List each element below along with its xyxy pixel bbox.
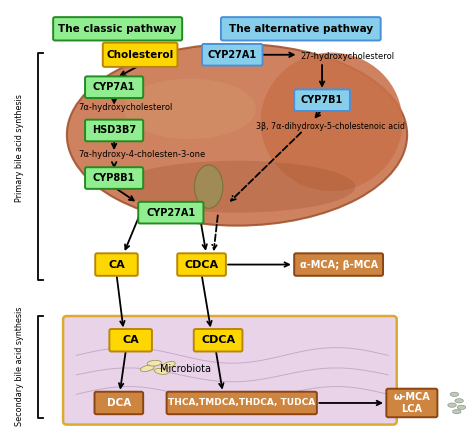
FancyBboxPatch shape (63, 316, 397, 425)
FancyBboxPatch shape (221, 17, 381, 41)
Ellipse shape (261, 52, 402, 191)
FancyBboxPatch shape (166, 392, 317, 414)
Ellipse shape (140, 365, 154, 372)
Text: CA: CA (108, 260, 125, 269)
Text: HSD3B7: HSD3B7 (92, 125, 136, 135)
Ellipse shape (124, 78, 256, 139)
Text: CYP7A1: CYP7A1 (93, 82, 135, 92)
FancyBboxPatch shape (109, 329, 152, 351)
Ellipse shape (155, 368, 168, 374)
Text: CYP27A1: CYP27A1 (208, 50, 257, 60)
Text: 7α-hydroxy-4-cholesten-3-one: 7α-hydroxy-4-cholesten-3-one (79, 150, 206, 159)
Text: The classic pathway: The classic pathway (58, 24, 176, 34)
FancyBboxPatch shape (103, 43, 177, 67)
FancyBboxPatch shape (94, 392, 143, 414)
Text: CYP7B1: CYP7B1 (301, 95, 343, 105)
FancyBboxPatch shape (85, 167, 143, 189)
Text: α-MCA; β-MCA: α-MCA; β-MCA (300, 260, 378, 269)
Text: Primary bile acid synthesis: Primary bile acid synthesis (15, 94, 24, 202)
FancyBboxPatch shape (85, 120, 143, 141)
Text: 7α-hydroxycholesterol: 7α-hydroxycholesterol (79, 104, 173, 112)
FancyBboxPatch shape (177, 253, 226, 276)
Text: CDCA: CDCA (184, 260, 219, 269)
Ellipse shape (147, 360, 161, 366)
FancyBboxPatch shape (138, 202, 203, 224)
Ellipse shape (194, 165, 223, 208)
FancyBboxPatch shape (294, 90, 350, 111)
Text: 27-hydroxycholesterol: 27-hydroxycholesterol (301, 52, 395, 61)
Text: Microbiota: Microbiota (160, 364, 210, 374)
Text: CYP27A1: CYP27A1 (146, 208, 195, 218)
Text: CA: CA (122, 335, 139, 345)
Ellipse shape (457, 405, 466, 409)
FancyBboxPatch shape (95, 253, 138, 276)
Ellipse shape (162, 362, 175, 368)
Ellipse shape (448, 403, 456, 407)
Ellipse shape (67, 44, 407, 226)
FancyBboxPatch shape (85, 76, 143, 98)
FancyBboxPatch shape (386, 389, 438, 417)
Text: Cholesterol: Cholesterol (107, 50, 174, 60)
Text: 3β, 7α-dihydroxy-5-cholestenoic acid: 3β, 7α-dihydroxy-5-cholestenoic acid (256, 122, 405, 131)
Text: The alternative pathway: The alternative pathway (229, 24, 373, 34)
Text: THCA,TMDCA,THDCA, TUDCA: THCA,TMDCA,THDCA, TUDCA (168, 399, 315, 407)
FancyBboxPatch shape (53, 17, 182, 41)
Text: DCA: DCA (107, 398, 131, 408)
Text: ω-MCA
LCA: ω-MCA LCA (393, 392, 430, 414)
FancyBboxPatch shape (202, 44, 263, 66)
Ellipse shape (455, 399, 464, 403)
Text: CYP8B1: CYP8B1 (93, 173, 135, 183)
FancyBboxPatch shape (194, 329, 242, 351)
Text: CDCA: CDCA (201, 335, 235, 345)
Ellipse shape (450, 392, 459, 396)
FancyBboxPatch shape (294, 253, 383, 276)
Text: Secondary bile acid synthesis: Secondary bile acid synthesis (15, 306, 24, 426)
Ellipse shape (119, 161, 355, 213)
Ellipse shape (453, 409, 461, 414)
